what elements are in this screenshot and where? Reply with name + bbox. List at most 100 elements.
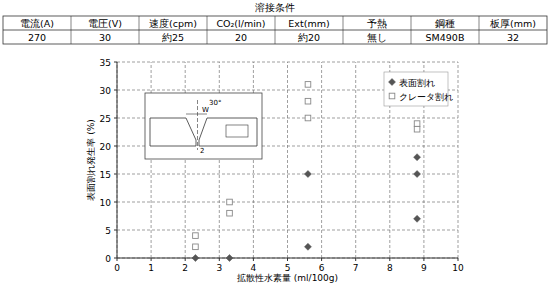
- inset-plate: [199, 118, 257, 146]
- table-header: 鋼種: [435, 18, 455, 29]
- point: [226, 255, 233, 262]
- y-tick-label: 20: [100, 142, 112, 152]
- inset-centerline: [197, 100, 198, 150]
- point: [305, 82, 311, 88]
- grid-line: [253, 62, 254, 258]
- point: [193, 233, 199, 239]
- x-tick: [458, 258, 459, 261]
- grid-line: [219, 62, 220, 258]
- y-tick: [114, 258, 117, 259]
- point: [305, 115, 311, 121]
- x-tick: [151, 258, 152, 261]
- point: [193, 244, 199, 250]
- point: [305, 98, 311, 104]
- point: [414, 121, 420, 127]
- table-rule: [479, 16, 480, 44]
- inset: 30°W 2: [145, 93, 262, 159]
- grid-line: [117, 62, 118, 258]
- point: [414, 154, 421, 161]
- x-tick-label: 4: [251, 263, 257, 273]
- x-tick: [219, 258, 220, 261]
- x-tick-label: 10: [452, 263, 464, 273]
- y-tick-label: 15: [100, 170, 111, 180]
- point: [227, 199, 233, 205]
- table-title: 溶接条件: [255, 2, 295, 13]
- x-tick: [423, 258, 424, 261]
- point: [304, 243, 311, 250]
- point: [304, 171, 311, 178]
- y-tick-label: 25: [100, 114, 111, 124]
- y-tick-label: 30: [100, 86, 112, 96]
- table-rule: [275, 16, 276, 44]
- point: [192, 255, 199, 262]
- table-header: Ext(mm): [288, 18, 329, 29]
- grid-line: [355, 62, 356, 258]
- x-axis-label: 拡散性水素量 (ml/100g): [237, 273, 338, 283]
- x-tick: [389, 258, 390, 261]
- x-tick: [185, 258, 186, 261]
- table-rule: [71, 16, 72, 44]
- table-cell: 20: [235, 32, 247, 43]
- table-border: [3, 16, 547, 44]
- grid-line: [117, 174, 458, 175]
- y-tick: [114, 230, 117, 231]
- annotation: 2: [200, 147, 204, 155]
- points: [192, 82, 421, 262]
- annotation: W: [202, 106, 209, 114]
- grid-line: [321, 62, 322, 258]
- table-cell: 30: [99, 32, 111, 43]
- legend-label: クレータ割れ: [399, 92, 453, 102]
- x-tick: [355, 258, 356, 261]
- annotation: 30°: [209, 99, 221, 107]
- x-tick: [287, 258, 288, 261]
- point: [414, 215, 421, 222]
- y-tick-label: 0: [105, 254, 111, 264]
- legend: 表面割れクレータ割れ: [384, 72, 453, 106]
- y-axis: [117, 62, 118, 258]
- table-cell: SM490B: [426, 32, 465, 43]
- table-header: CO₂(l/min): [216, 18, 265, 29]
- y-tick: [114, 202, 117, 203]
- x-tick-label: 6: [319, 263, 325, 273]
- y-tick: [114, 62, 117, 63]
- figure: 溶接条件電流(A) 電圧(V) 速度(cpm) CO₂(l/min) Ext(mm) 予熱…: [0, 0, 550, 287]
- y-axis-label: 表面割れ発生率 (%): [86, 119, 96, 200]
- table-cell: 約25: [162, 32, 184, 43]
- table-rule: [207, 16, 208, 44]
- table-rule: [343, 16, 344, 44]
- y-tick: [114, 174, 117, 175]
- y-tick: [114, 90, 117, 91]
- table-header: 速度(cpm): [149, 18, 197, 29]
- inset-frame: [145, 93, 262, 159]
- point: [227, 210, 233, 216]
- table-rule: [411, 16, 412, 44]
- grid-line: [185, 62, 186, 258]
- legend-label: 表面割れ: [399, 78, 435, 88]
- grid-line: [117, 202, 458, 203]
- x-tick-label: 1: [148, 263, 154, 273]
- x-tick-label: 9: [421, 263, 427, 273]
- y-tick-label: 10: [100, 198, 112, 208]
- legend-marker: [389, 93, 395, 99]
- grid-line: [117, 230, 458, 231]
- table-cell: 270: [28, 32, 46, 43]
- grid-line: [151, 62, 152, 258]
- legend-marker: [389, 79, 396, 86]
- grid-line: [287, 62, 288, 258]
- table-header: 電流(A): [20, 18, 54, 29]
- x-tick: [321, 258, 322, 261]
- table-header: 板厚(mm): [489, 18, 536, 29]
- table-header: 予熱: [367, 18, 387, 29]
- table-cell: 無し: [367, 32, 387, 43]
- y-tick-label: 35: [100, 58, 111, 68]
- x-tick-label: 2: [182, 263, 188, 273]
- grid-line: [117, 62, 458, 63]
- x-tick-label: 0: [114, 263, 120, 273]
- table-header: 電圧(V): [88, 18, 122, 29]
- x-tick-label: 5: [285, 263, 291, 273]
- point: [414, 171, 421, 178]
- point: [414, 126, 420, 132]
- x-tick-label: 3: [216, 263, 222, 273]
- y-tick-label: 5: [105, 226, 111, 236]
- inset-plate: [150, 118, 196, 146]
